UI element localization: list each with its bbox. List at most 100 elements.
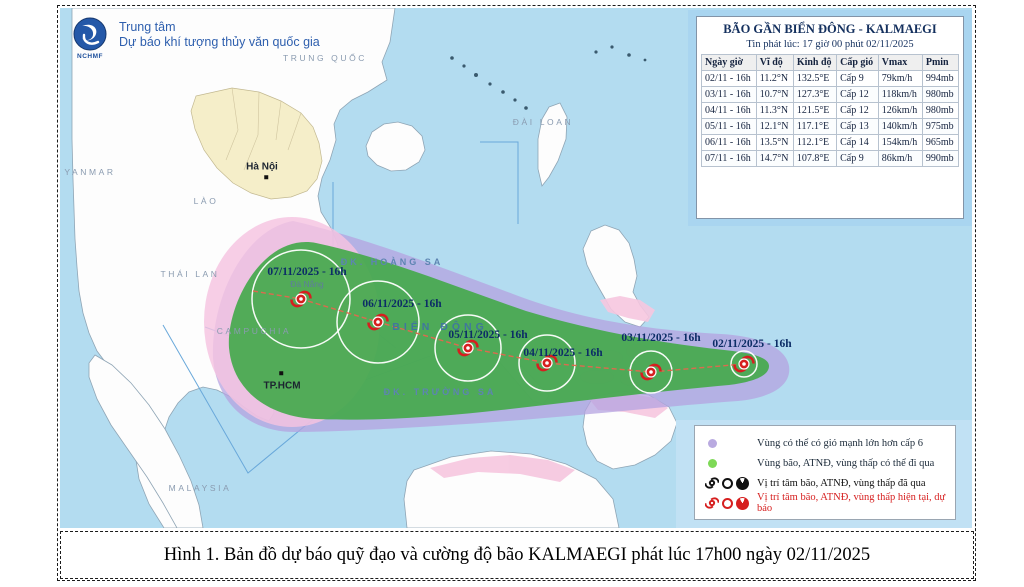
table-row: 04/11 - 16h 11.3°N 121.5°E Cấp 12 126km/h 980… [701, 102, 960, 119]
forecast-radius-circle [336, 280, 420, 364]
column-header: Ngày giờ [701, 54, 757, 71]
legend-label: Vị trí tâm bão, ATNĐ, vùng thấp đã qua [757, 477, 926, 489]
table-cell: 154km/h [877, 134, 923, 151]
caption-box: Hình 1. Bản đồ dự báo quỹ đạo và cường đ… [60, 531, 974, 579]
nchmf-logo-text: NCHMF [77, 53, 103, 60]
forecast-radius-circle [730, 350, 758, 378]
forecast-time-label: 04/11/2025 - 16h [523, 347, 603, 359]
storm-table-box: BÃO GẦN BIỂN ĐÔNG - KALMAEGI Tin phát lú… [696, 16, 964, 219]
hainan-island [365, 121, 426, 172]
org-name-line2: Dự báo khí tượng thủy văn quốc gia [119, 35, 320, 49]
table-cell: 02/11 - 16h [701, 70, 757, 87]
legend-box: Vùng có thể có gió mạnh lớn hơn cấp 6 Vù… [694, 425, 956, 520]
column-header: Vĩ độ [755, 54, 794, 71]
storm-track [251, 249, 758, 394]
table-cell: 121.5°E [792, 102, 838, 119]
table-cell: 126km/h [877, 102, 923, 119]
forecast-time-label: 03/11/2025 - 16h [621, 332, 701, 344]
storm-table-panel: BÃO GẦN BIỂN ĐÔNG - KALMAEGI Tin phát lú… [688, 10, 972, 226]
table-cell: 127.3°E [792, 86, 838, 103]
typhoon-icon-red [705, 497, 719, 509]
storm-passage-area [228, 242, 769, 420]
table-cell: Cấp 12 [836, 86, 879, 103]
table-cell: 132.5°E [792, 70, 838, 87]
forecast-time-label: 07/11/2025 - 16h [267, 266, 347, 278]
table-cell: 79km/h [877, 70, 923, 87]
table-cell: 118km/h [877, 86, 923, 103]
table-cell: Cấp 13 [836, 118, 879, 135]
storm-table-body: 02/11 - 16h 11.2°N 132.5°E Cấp 9 79km/h 994mb… [701, 70, 960, 167]
table-cell: 10.7°N [755, 86, 794, 103]
table-row: 06/11 - 16h 13.5°N 112.1°E Cấp 14 154km/h 965… [701, 134, 960, 151]
table-row: 05/11 - 16h 12.1°N 117.1°E Cấp 13 140km/h 975… [701, 118, 960, 135]
storm-table: Ngày giờ Vĩ độ Kinh độ Cấp gió Vmax Pmin 02/1… [701, 54, 960, 167]
low-pressure-icon-black [736, 476, 749, 490]
typhoon-symbol [733, 355, 755, 373]
table-row: 03/11 - 16h 10.7°N 127.3°E Cấp 12 118km/h 980… [701, 86, 960, 103]
table-cell: 11.2°N [755, 70, 794, 87]
typhoon-icon-black [705, 477, 719, 489]
taiwan-island [537, 102, 568, 187]
table-cell: Cấp 14 [836, 134, 879, 151]
nchmf-logo-icon [73, 17, 107, 51]
nchmf-logo: NCHMF [70, 16, 110, 68]
table-cell: 975mb [921, 118, 960, 135]
forecast-radius-circle [434, 314, 502, 382]
forecast-radius-circle [629, 350, 673, 394]
org-header: NCHMF Trung tâm Dự báo khí tượng thủy vă… [70, 16, 320, 68]
table-cell: 12.1°N [755, 118, 794, 135]
typhoon-symbol [367, 313, 389, 331]
forecast-radius-circle [251, 249, 351, 349]
table-cell: 112.1°E [792, 134, 838, 151]
table-cell: 117.1°E [792, 118, 838, 135]
table-cell: 140km/h [877, 118, 923, 135]
column-header: Cấp gió [836, 54, 879, 71]
legend-row-storm-area: Vùng bão, ATNĐ, vùng thấp có thể đi qua [705, 453, 949, 473]
legend-row-wind-area: Vùng có thể có gió mạnh lớn hơn cấp 6 [705, 433, 949, 453]
table-cell: 990mb [921, 150, 960, 167]
legend-row-current-position: Vị trí tâm bão, ATNĐ, vùng thấp hiện tại… [705, 492, 949, 514]
typhoon-symbol [457, 339, 479, 357]
figure-caption: Hình 1. Bản đồ dự báo quỹ đạo và cường đ… [163, 544, 871, 565]
table-cell: 980mb [921, 102, 960, 119]
green-area-swatch [708, 458, 717, 468]
forecast-time-label: 02/11/2025 - 16h [712, 338, 792, 350]
circle-icon-black [722, 477, 733, 489]
table-cell: 11.3°N [755, 102, 794, 119]
table-row: 07/11 - 16h 14.7°N 107.8°E Cấp 9 86km/h 990mb [701, 150, 960, 167]
circle-icon-red [722, 497, 733, 509]
table-cell: Cấp 9 [836, 150, 879, 167]
legend-row-past-position: Vị trí tâm bão, ATNĐ, vùng thấp đã qua [705, 473, 949, 493]
forecast-radius-circle [518, 334, 576, 392]
storm-table-subtitle: Tin phát lúc: 17 giờ 00 phút 02/11/2025 [746, 39, 914, 50]
table-cell: 965mb [921, 134, 960, 151]
table-cell: Cấp 9 [836, 70, 879, 87]
coastal-islets [450, 45, 647, 110]
org-name: Trung tâm Dự báo khí tượng thủy văn quốc… [119, 16, 320, 68]
city-marker-tp-hcm [279, 371, 283, 375]
forecast-time-label: 05/11/2025 - 16h [448, 329, 528, 341]
column-header: Pmin [921, 54, 960, 71]
purple-area-swatch [708, 438, 717, 448]
sumatra-island [88, 354, 204, 528]
column-header: Vmax [877, 54, 923, 71]
typhoon-symbol [536, 354, 558, 372]
city-marker-ha-noi [264, 175, 268, 179]
legend-label: Vùng bão, ATNĐ, vùng thấp có thể đi qua [757, 457, 935, 469]
table-cell: 994mb [921, 70, 960, 87]
typhoon-symbol [290, 290, 312, 308]
table-cell: 04/11 - 16h [701, 102, 757, 119]
typhoon-symbol [640, 363, 662, 381]
table-cell: 13.5°N [755, 134, 794, 151]
storm-table-header-row: Ngày giờ Vĩ độ Kinh độ Cấp gió Vmax Pmin [701, 54, 960, 71]
low-pressure-icon-red [736, 496, 749, 510]
table-cell: 03/11 - 16h [701, 86, 757, 103]
column-header: Kinh độ [792, 54, 838, 71]
legend-label: Vùng có thể có gió mạnh lớn hơn cấp 6 [757, 437, 923, 449]
table-cell: 06/11 - 16h [701, 134, 757, 151]
table-cell: 86km/h [877, 150, 923, 167]
table-row: 02/11 - 16h 11.2°N 132.5°E Cấp 9 79km/h 994mb [701, 70, 960, 87]
table-cell: 07/11 - 16h [701, 150, 757, 167]
forecast-time-label: 06/11/2025 - 16h [362, 298, 442, 310]
